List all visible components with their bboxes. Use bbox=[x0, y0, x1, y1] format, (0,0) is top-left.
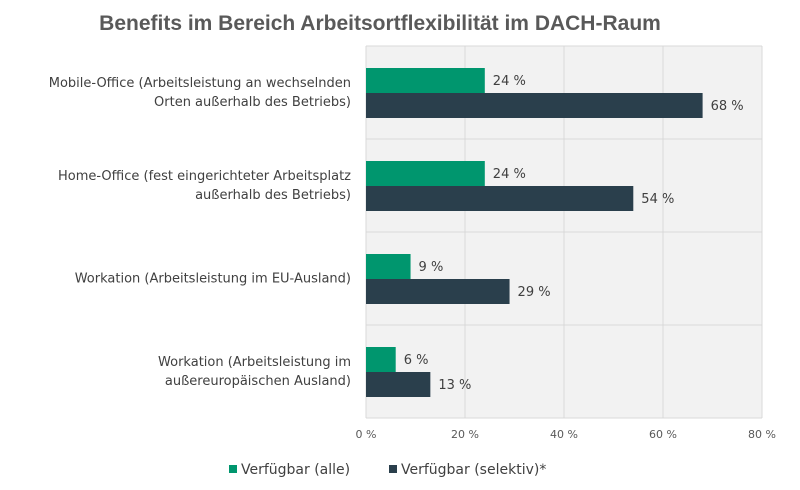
bar bbox=[366, 372, 431, 397]
x-tick-label: 20 % bbox=[451, 428, 479, 441]
x-tick-label: 40 % bbox=[550, 428, 578, 441]
data-label: 24 % bbox=[493, 74, 526, 89]
x-tick-label: 60 % bbox=[649, 428, 677, 441]
data-label: 29 % bbox=[518, 285, 551, 300]
data-label: 6 % bbox=[404, 353, 429, 368]
data-label: 54 % bbox=[641, 192, 674, 207]
bar bbox=[366, 347, 396, 372]
legend-label: Verfügbar (alle) bbox=[241, 462, 350, 478]
bar bbox=[366, 68, 485, 93]
data-label: 24 % bbox=[493, 167, 526, 182]
category-label: Workation (Arbeitsleistung im EU-Ausland… bbox=[75, 272, 351, 287]
legend-swatch bbox=[229, 465, 237, 473]
data-label: 68 % bbox=[711, 99, 744, 114]
category-label: außerhalb des Betriebs) bbox=[195, 188, 351, 203]
bar bbox=[366, 93, 703, 118]
x-tick-label: 80 % bbox=[748, 428, 776, 441]
bar bbox=[366, 254, 411, 279]
category-label: außereuropäischen Ausland) bbox=[165, 374, 351, 389]
data-label: 9 % bbox=[419, 260, 444, 275]
category-label: Home-Office (fest eingerichteter Arbeits… bbox=[58, 169, 351, 184]
bar bbox=[366, 161, 485, 186]
x-tick-label: 0 % bbox=[356, 428, 377, 441]
bar bbox=[366, 186, 634, 211]
legend-label: Verfügbar (selektiv)* bbox=[401, 462, 546, 478]
bar bbox=[366, 279, 510, 304]
category-label: Mobile-Office (Arbeitsleistung an wechse… bbox=[49, 76, 351, 91]
legend-swatch bbox=[389, 465, 397, 473]
category-label: Orten außerhalb des Betriebs) bbox=[154, 95, 351, 110]
data-label: 13 % bbox=[438, 378, 471, 393]
category-label: Workation (Arbeitsleistung im bbox=[158, 355, 351, 370]
chart-title: Benefits im Bereich Arbeitsortflexibilit… bbox=[99, 12, 661, 35]
